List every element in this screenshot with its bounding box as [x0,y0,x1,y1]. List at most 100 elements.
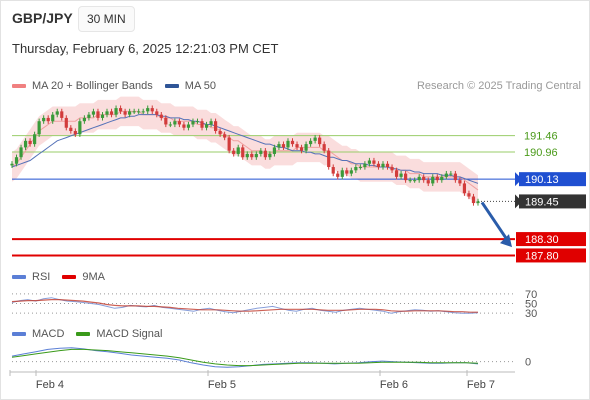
currency-pair-title: GBP/JPY [12,10,73,26]
support-label-5: 187.80 [525,250,559,262]
candle-body [340,170,344,177]
candle-body [281,144,286,148]
candle-body [354,167,358,171]
rsi-9ma-line [11,299,478,313]
rsi-ref-label-2: 30 [525,308,537,320]
candle-body [195,121,200,123]
legend-label-ma50: MA 50 [184,80,216,92]
candle-body [100,114,105,118]
candle-body [141,111,145,113]
candle-body [55,111,59,115]
candle-body [14,157,19,164]
candle-body [422,176,426,181]
legend-ma20: MA 20 + Bollinger Bands [12,80,153,92]
rsi-legend: RSI 9MA [12,271,117,283]
legend-macd: MACD [12,328,64,340]
candle-body [114,108,118,115]
timeframe-badge[interactable]: 30 MIN [78,6,135,32]
legend-label-macd-signal: MACD Signal [96,328,163,340]
candle-body [82,117,86,122]
candle-body [367,160,372,164]
forecast-arrow-head [500,234,512,248]
candle-body [372,160,376,164]
resistance-label-0: 191.46 [524,131,558,143]
forecast-arrow-shaft [480,201,510,242]
candle-body [304,144,308,151]
legend-label-macd: MACD [32,328,65,340]
rsi-ref-label-1: 50 [525,299,537,311]
research-credit: Research © 2025 Trading Central [416,80,581,92]
candle-body [42,117,46,122]
legend-swatch-macd-signal [76,332,91,336]
candle-body [376,163,381,168]
candle-body [137,111,141,113]
candle-body [182,124,186,128]
candle-body [150,108,154,112]
candle-body [462,183,467,194]
support-label-4: 188.30 [525,234,559,246]
candle-body [37,121,41,135]
candle-body [87,114,91,118]
candle-body [394,170,399,177]
candle-body [128,111,132,115]
legend-swatch-macd [12,332,26,336]
candle-body [263,150,267,158]
candle-body [413,180,417,182]
candle-body [223,134,227,138]
candle-body [109,111,114,115]
candle-body [272,147,277,154]
candle-body [458,180,462,184]
time-tick-label: Feb 5 [208,379,236,391]
pivot-label: 190.13 [525,174,559,186]
candle-body [245,153,249,158]
candle-body [64,117,68,128]
candle-body [385,163,390,168]
legend-label-9ma: 9MA [82,271,105,283]
candle-body [349,170,353,174]
support-tag-4 [516,232,586,247]
candle-body [268,153,272,158]
candle-body [213,121,218,132]
candle-body [69,127,73,132]
rsi-ref-label-0: 70 [525,289,537,301]
candle-body [286,140,290,148]
candle-body [33,134,37,145]
macd-panel: 0 [11,347,531,369]
macd-signal-line [11,348,479,367]
candle-body [327,150,331,168]
support-tag-5 [516,248,586,263]
candle-body [295,144,299,148]
legend-9ma: 9MA [62,271,105,283]
candle-body [146,108,150,112]
candle-body [381,163,385,168]
candle-body [318,137,322,145]
candle-body [91,111,96,115]
candle-body [132,111,136,113]
legend-swatch-9ma [62,275,77,279]
candle-body [322,144,326,151]
candle-body [173,121,177,125]
candle-body [28,140,32,145]
current-price-label: 189.45 [525,196,559,208]
candle-body [259,150,263,154]
candle-body [209,121,213,125]
legend-label-ma20: MA 20 + Bollinger Bands [32,80,153,92]
timestamp: Thursday, February 6, 2025 12:21:03 PM C… [12,41,279,56]
resistance-label-1: 190.96 [524,147,558,159]
candle-body [417,176,421,181]
current-price-tag [519,194,586,209]
time-tick-label: Feb 6 [380,379,408,391]
time-axis: Feb 4 Feb 5 Feb 6 Feb 7 [9,370,515,391]
pivot-tag-pointer [515,172,522,187]
candle-body [19,147,23,158]
candle-body [23,140,28,148]
candle-body [168,124,172,126]
candle-body [254,153,258,158]
candle-body [331,167,335,174]
candle-body [336,173,340,177]
candle-body [123,111,127,115]
candle-body [10,163,14,166]
candle-body [227,137,231,151]
